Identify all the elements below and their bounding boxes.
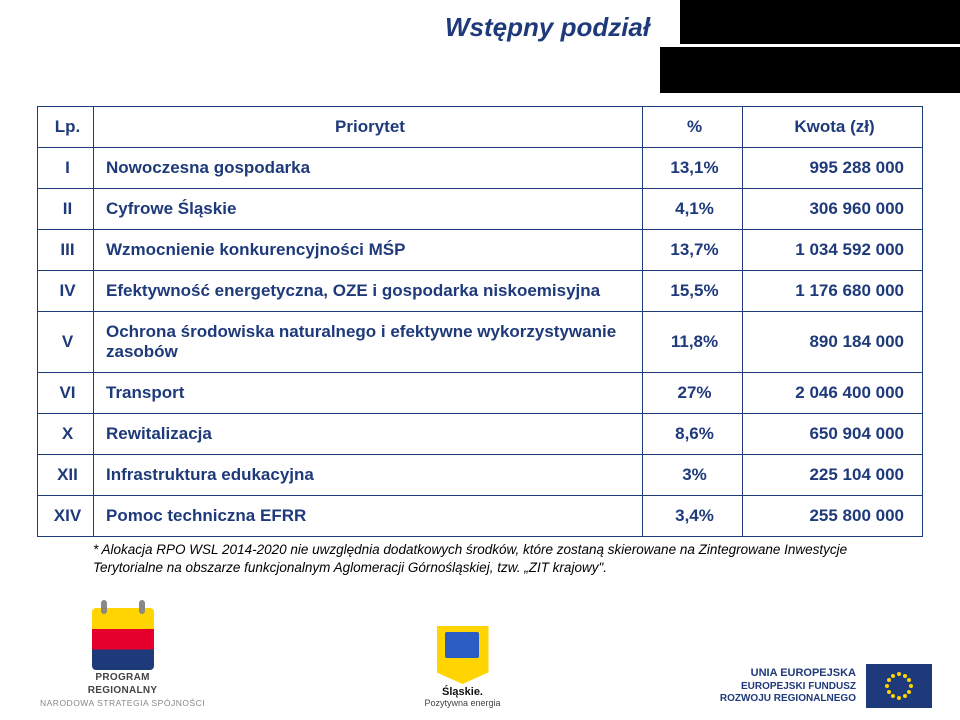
cell-pct: 15,5% (643, 271, 743, 312)
cell-name: Transport (94, 373, 643, 414)
cell-lp: XIV (38, 496, 94, 537)
logo-mid-line2: Pozytywna energia (424, 698, 500, 708)
cell-amt: 1 034 592 000 (743, 230, 923, 271)
allocation-table: Lp. Priorytet % Kwota (zł) INowoczesna g… (37, 106, 923, 537)
eu-line1: UNIA EUROPEJSKA (720, 667, 856, 680)
logo-program-regionalny: PROGRAM REGIONALNY NARODOWA STRATEGIA SP… (40, 608, 205, 708)
logo-left-line3: NARODOWA STRATEGIA SPÓJNOŚCI (40, 698, 205, 708)
table-row: INowoczesna gospodarka13,1%995 288 000 (38, 148, 923, 189)
cell-amt: 890 184 000 (743, 312, 923, 373)
table-row: XIIInfrastruktura edukacyjna3%225 104 00… (38, 455, 923, 496)
table-row: XRewitalizacja8,6%650 904 000 (38, 414, 923, 455)
cell-pct: 8,6% (643, 414, 743, 455)
cell-lp: III (38, 230, 94, 271)
cell-name: Rewitalizacja (94, 414, 643, 455)
logo-eu: UNIA EUROPEJSKA EUROPEJSKI FUNDUSZ ROZWO… (720, 664, 932, 708)
cell-pct: 11,8% (643, 312, 743, 373)
cell-lp: I (38, 148, 94, 189)
table-row: IICyfrowe Śląskie4,1%306 960 000 (38, 189, 923, 230)
col-amt: Kwota (zł) (743, 107, 923, 148)
eu-flag-icon (866, 664, 932, 708)
cell-lp: X (38, 414, 94, 455)
cell-name: Nowoczesna gospodarka (94, 148, 643, 189)
cell-amt: 995 288 000 (743, 148, 923, 189)
cell-lp: V (38, 312, 94, 373)
footer-logos: PROGRAM REGIONALNY NARODOWA STRATEGIA SP… (40, 608, 932, 708)
cell-name: Ochrona środowiska naturalnego i efektyw… (94, 312, 643, 373)
allocation-table-wrap: Lp. Priorytet % Kwota (zł) INowoczesna g… (37, 106, 923, 577)
cell-pct: 13,1% (643, 148, 743, 189)
col-lp: Lp. (38, 107, 94, 148)
logo-left-line2: REGIONALNY (88, 685, 158, 696)
col-pct: % (643, 107, 743, 148)
header-overlay (660, 47, 960, 93)
eu-line3: ROZWOJU REGIONALNEGO (720, 693, 856, 705)
eu-line2: EUROPEJSKI FUNDUSZ (720, 681, 856, 693)
table-row: XIVPomoc techniczna EFRR3,4%255 800 000 (38, 496, 923, 537)
cell-pct: 27% (643, 373, 743, 414)
logo-slaskie: Śląskie. Pozytywna energia (424, 626, 500, 708)
logo-mid-line1: Śląskie. (442, 686, 483, 698)
cell-amt: 225 104 000 (743, 455, 923, 496)
cell-pct: 13,7% (643, 230, 743, 271)
cell-name: Cyfrowe Śląskie (94, 189, 643, 230)
cell-amt: 1 176 680 000 (743, 271, 923, 312)
table-header-row: Lp. Priorytet % Kwota (zł) (38, 107, 923, 148)
header-overlay-top (680, 0, 960, 44)
cell-pct: 3% (643, 455, 743, 496)
cell-pct: 4,1% (643, 189, 743, 230)
cell-lp: XII (38, 455, 94, 496)
table-row: V Ochrona środowiska naturalnego i efekt… (38, 312, 923, 373)
cell-lp: VI (38, 373, 94, 414)
calendar-icon (92, 608, 154, 670)
cell-lp: II (38, 189, 94, 230)
cell-amt: 650 904 000 (743, 414, 923, 455)
cell-pct: 3,4% (643, 496, 743, 537)
eu-text: UNIA EUROPEJSKA EUROPEJSKI FUNDUSZ ROZWO… (720, 667, 856, 704)
table-row: IVEfektywność energetyczna, OZE i gospod… (38, 271, 923, 312)
table-row: VITransport27%2 046 400 000 (38, 373, 923, 414)
cell-amt: 2 046 400 000 (743, 373, 923, 414)
table-row: IIIWzmocnienie konkurencyjności MŚP13,7%… (38, 230, 923, 271)
footnote: * Alokacja RPO WSL 2014-2020 nie uwzględ… (37, 537, 923, 577)
page-title: Wstępny podział (445, 12, 650, 43)
shield-icon (437, 626, 489, 684)
cell-name: Wzmocnienie konkurencyjności MŚP (94, 230, 643, 271)
col-name: Priorytet (94, 107, 643, 148)
cell-name: Efektywność energetyczna, OZE i gospodar… (94, 271, 643, 312)
cell-name: Pomoc techniczna EFRR (94, 496, 643, 537)
cell-lp: IV (38, 271, 94, 312)
cell-amt: 306 960 000 (743, 189, 923, 230)
cell-name: Infrastruktura edukacyjna (94, 455, 643, 496)
cell-amt: 255 800 000 (743, 496, 923, 537)
logo-left-line1: PROGRAM (95, 672, 149, 683)
